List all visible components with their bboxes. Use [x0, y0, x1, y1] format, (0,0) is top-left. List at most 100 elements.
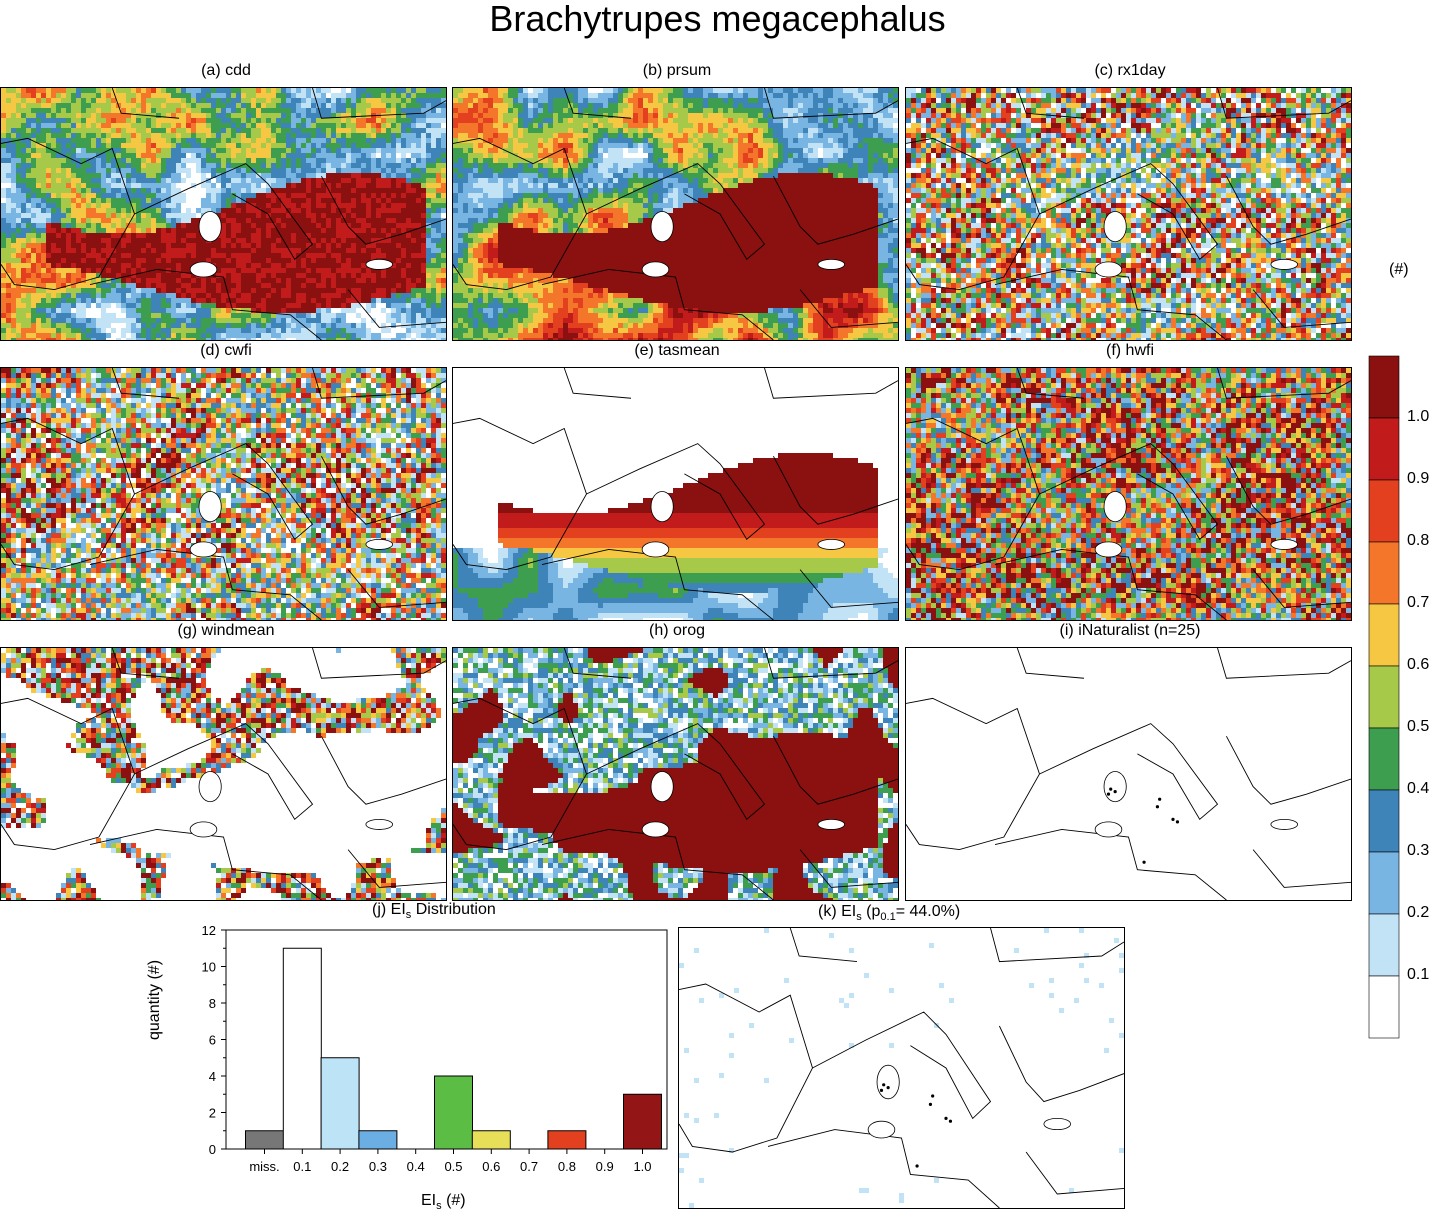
- occurrence-point: [886, 1086, 890, 1090]
- colorbar-box: [1368, 727, 1400, 791]
- occurrence-point: [1158, 797, 1162, 801]
- y-tick-label: 6: [209, 1033, 216, 1048]
- colorbar-label: 0.7: [1407, 594, 1429, 612]
- coastline: [563, 88, 632, 119]
- coastline: [1226, 455, 1351, 525]
- island: [817, 818, 845, 830]
- island: [650, 491, 674, 523]
- coastline: [111, 648, 180, 679]
- coastline: [541, 828, 774, 900]
- coastline: [679, 983, 813, 1153]
- colorbar-label: 0.9: [1407, 470, 1429, 488]
- map-raster: [906, 368, 1351, 620]
- map-raster: [1, 368, 446, 620]
- island: [1094, 261, 1123, 278]
- map-raster: [453, 88, 898, 340]
- colorbar-box: [1368, 479, 1400, 543]
- island: [1270, 818, 1298, 830]
- bar-1.0: [623, 1093, 662, 1150]
- x-tick-label: 1.0: [633, 1159, 651, 1174]
- colorbar-box: [1368, 975, 1400, 1039]
- coastline: [541, 268, 774, 340]
- island: [198, 211, 222, 243]
- map-panel-g: [0, 647, 447, 901]
- coastline: [563, 648, 632, 679]
- coastline: [767, 1129, 1000, 1208]
- coastline: [586, 163, 766, 261]
- coastline: [347, 289, 446, 328]
- colorbar-label: 0.8: [1407, 532, 1429, 550]
- coastline: [764, 648, 898, 679]
- coastline: [906, 697, 1040, 851]
- colorbar-label: 0.4: [1407, 780, 1429, 798]
- island: [189, 821, 218, 838]
- colorbar-box: [1368, 355, 1400, 419]
- bar-0.3: [358, 1130, 398, 1150]
- island: [1103, 211, 1127, 243]
- coastline: [321, 175, 446, 245]
- map-panel-c: [905, 87, 1352, 341]
- coastline: [1016, 88, 1085, 119]
- occurrence-point: [1171, 817, 1175, 821]
- island: [641, 541, 670, 558]
- island: [1094, 821, 1123, 838]
- coastline: [312, 648, 446, 679]
- x-tick-label: 0.3: [369, 1159, 387, 1174]
- island: [1043, 1117, 1071, 1130]
- colorbar-box: [1368, 541, 1400, 605]
- coastline: [321, 455, 446, 525]
- island: [650, 771, 674, 803]
- coastline: [1226, 175, 1351, 245]
- y-tick-label: 2: [209, 1106, 216, 1121]
- coastline: [764, 88, 898, 119]
- island: [365, 818, 393, 830]
- occurrence-point: [882, 1083, 886, 1087]
- x-tick-label: 0.2: [331, 1159, 349, 1174]
- coastline: [321, 735, 446, 805]
- map-raster: [679, 928, 1124, 1208]
- coastline: [134, 443, 314, 541]
- occurrence-point: [915, 1164, 919, 1168]
- y-tick-label: 10: [202, 960, 216, 975]
- map-panel-b: [452, 87, 899, 341]
- colorbar-label: 0.3: [1407, 842, 1429, 860]
- coastline: [1217, 648, 1351, 679]
- coastline: [1252, 849, 1351, 888]
- coastline: [312, 368, 446, 399]
- map-raster: [906, 88, 1351, 340]
- coastline: [586, 443, 766, 541]
- island: [867, 1120, 896, 1139]
- panel-j-title: (j) EIs Distribution: [372, 901, 496, 921]
- panel-j-ylabel: quantity (#): [146, 960, 164, 1040]
- panel-g-title: (g) windmean: [0, 622, 452, 640]
- coastline: [134, 163, 314, 261]
- coastline: [773, 175, 898, 245]
- coastline: [1039, 723, 1219, 821]
- occurrence-point: [1113, 790, 1117, 794]
- x-tick-label: 0.1: [293, 1159, 311, 1174]
- island: [1103, 771, 1127, 803]
- figure-title: Brachytrupes megacephalus: [0, 0, 1435, 40]
- map-panel-f: [905, 367, 1352, 621]
- ei-distribution-chart: miss. 0.1 0.2 0.3 0.4 0.5 0.6 0.7 0.8 0.9 1.0 0 2 4 6 8…: [202, 923, 668, 1174]
- y-tick-label: 0: [209, 1142, 216, 1157]
- coastline: [990, 928, 1124, 963]
- coastline: [586, 723, 766, 821]
- island: [365, 258, 393, 270]
- x-tick-label: 0.4: [407, 1159, 425, 1174]
- map-panel-e: [452, 367, 899, 621]
- coastline: [789, 928, 858, 963]
- map-panel-d: [0, 367, 447, 621]
- coastline: [773, 735, 898, 805]
- island: [876, 1064, 900, 1100]
- panel-i-title: (i) iNaturalist (n=25): [904, 622, 1356, 640]
- coastline: [764, 368, 898, 399]
- colorbar-box: [1368, 665, 1400, 729]
- coastline: [541, 548, 774, 620]
- colorbar-label: 1.0: [1407, 408, 1429, 426]
- colorbar-box: [1368, 417, 1400, 481]
- coastline: [1226, 735, 1351, 805]
- coastline: [994, 828, 1227, 900]
- coastline: [312, 88, 446, 119]
- colorbar-label: 0.6: [1407, 656, 1429, 674]
